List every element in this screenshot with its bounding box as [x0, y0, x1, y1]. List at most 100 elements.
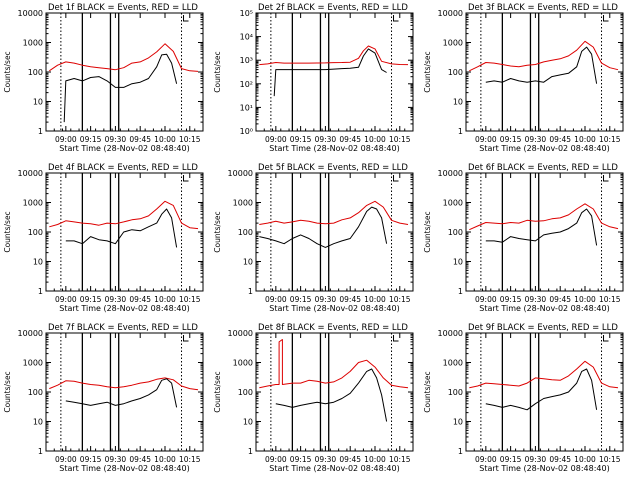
- x-tick-label: 09:00: [55, 135, 77, 144]
- panel-title: Det 6f BLACK = Events, RED = LLD: [468, 163, 618, 173]
- y-axis-label: Counts/sec: [423, 211, 432, 252]
- y-tick-label: 1000: [233, 199, 253, 208]
- lld-series-line: [259, 339, 409, 389]
- y-tick-label: 100: [28, 228, 43, 237]
- y-tick-label: 10000: [18, 169, 43, 178]
- x-tick-label: 09:30: [105, 455, 127, 464]
- y-tick-label: 100: [28, 388, 43, 397]
- x-tick-label: 09:30: [315, 295, 337, 304]
- x-tick-label: 10:15: [599, 295, 621, 304]
- x-tick-label: 10:15: [179, 295, 201, 304]
- panel-title: Det 4f BLACK = Events, RED = LLD: [48, 163, 198, 173]
- x-tick-label: 09:45: [549, 455, 571, 464]
- lld-series-line: [49, 377, 199, 391]
- x-tick-label: 10:00: [574, 295, 596, 304]
- y-tick-label: 10: [243, 418, 253, 427]
- plot-frame: [45, 332, 204, 452]
- x-tick-label: 09:45: [549, 295, 571, 304]
- x-tick-label: 10:00: [364, 455, 386, 464]
- x-tick-label: 09:45: [129, 135, 151, 144]
- y-tick-label: 10⁵: [240, 9, 253, 18]
- x-tick-label: 09:15: [80, 295, 102, 304]
- y-axis-label: Counts/sec: [213, 211, 222, 252]
- events-series-line: [273, 48, 387, 97]
- x-axis-label: Start Time (28-Nov-02 08:48:40): [59, 304, 189, 313]
- y-tick-label: 10000: [438, 329, 463, 338]
- y-tick-label: 100: [238, 228, 253, 237]
- x-tick-label: 09:30: [525, 135, 547, 144]
- y-tick-label: 1: [248, 287, 253, 296]
- x-tick-label: 09:00: [475, 455, 497, 464]
- x-axis-label: Start Time (28-Nov-02 08:48:40): [479, 464, 609, 473]
- y-tick-label: 100: [448, 228, 463, 237]
- y-tick-label: 10²: [240, 80, 253, 89]
- detector-panel: Det 4f BLACK = Events, RED = LLD 1 10 100 10…: [3, 163, 204, 313]
- x-axis-label: Start Time (28-Nov-02 08:48:40): [269, 144, 399, 153]
- detector-panel: Det 3f BLACK = Events, RED = LLD 1 10 100 10…: [423, 3, 624, 153]
- x-tick-label: 10:15: [389, 135, 411, 144]
- y-tick-label: 10: [453, 418, 463, 427]
- x-tick-label: 09:00: [265, 455, 287, 464]
- x-tick-label: 10:00: [364, 135, 386, 144]
- y-tick-label: 10000: [228, 329, 253, 338]
- y-tick-label: 1: [38, 447, 43, 456]
- panel-title: Det 8f BLACK = Events, RED = LLD: [258, 323, 408, 333]
- x-tick-label: 10:00: [154, 455, 176, 464]
- lld-series-line: [49, 200, 199, 230]
- x-tick-label: 09:00: [475, 295, 497, 304]
- x-tick-label: 09:15: [80, 135, 102, 144]
- plot-frame: [255, 172, 414, 292]
- y-tick-label: 10⁴: [240, 33, 253, 42]
- x-tick-label: 09:15: [500, 135, 522, 144]
- detector-panel: Det 6f BLACK = Events, RED = LLD 1 10 100 10…: [423, 163, 624, 313]
- y-tick-label: 10000: [438, 9, 463, 18]
- detector-panel: Det 8f BLACK = Events, RED = LLD 1 10 100 10…: [213, 323, 414, 473]
- panel-title: Det 2f BLACK = Events, RED = LLD: [258, 3, 408, 13]
- x-tick-label: 09:00: [55, 295, 77, 304]
- x-tick-label: 10:15: [179, 135, 201, 144]
- x-tick-label: 10:15: [389, 455, 411, 464]
- corner-bracket: [603, 335, 609, 342]
- x-tick-label: 09:15: [290, 455, 312, 464]
- detector-panel: Det 2f BLACK = Events, RED = LLD 10⁰ 10¹ 10…: [213, 3, 414, 153]
- y-tick-label: 10¹: [240, 103, 253, 112]
- y-tick-label: 10⁰: [240, 127, 253, 136]
- x-tick-label: 10:00: [574, 135, 596, 144]
- y-tick-label: 1000: [23, 359, 43, 368]
- x-tick-label: 10:15: [599, 455, 621, 464]
- events-series-line: [259, 206, 388, 248]
- events-series-line: [485, 368, 598, 411]
- plot-frame: [45, 12, 204, 132]
- y-axis-label: Counts/sec: [213, 371, 222, 412]
- x-tick-label: 09:30: [105, 135, 127, 144]
- x-tick-label: 09:00: [265, 135, 287, 144]
- y-tick-label: 1000: [233, 359, 253, 368]
- y-tick-label: 10: [33, 418, 43, 427]
- x-tick-label: 09:30: [315, 135, 337, 144]
- y-tick-label: 1: [458, 127, 463, 136]
- y-tick-label: 1: [248, 447, 253, 456]
- plot-frame: [255, 12, 414, 132]
- x-tick-label: 10:00: [364, 295, 386, 304]
- corner-bracket: [183, 175, 189, 182]
- x-tick-label: 10:15: [389, 295, 411, 304]
- detector-panel: Det 7f BLACK = Events, RED = LLD 1 10 100 10…: [3, 323, 204, 473]
- detector-panel: Det 1f BLACK = Events, RED = LLD 1 10 100 10…: [3, 3, 204, 153]
- y-tick-label: 1: [38, 127, 43, 136]
- x-tick-label: 10:15: [599, 135, 621, 144]
- panel-title: Det 1f BLACK = Events, RED = LLD: [48, 3, 198, 13]
- panel-title: Det 3f BLACK = Events, RED = LLD: [468, 3, 618, 13]
- y-axis-label: Counts/sec: [213, 51, 222, 92]
- x-tick-label: 09:15: [500, 455, 522, 464]
- x-tick-label: 09:00: [265, 295, 287, 304]
- x-axis-label: Start Time (28-Nov-02 08:48:40): [479, 304, 609, 313]
- x-tick-label: 09:45: [339, 135, 361, 144]
- x-tick-label: 09:45: [339, 455, 361, 464]
- x-tick-label: 09:15: [290, 135, 312, 144]
- events-series-line: [65, 378, 178, 408]
- y-tick-label: 10: [453, 258, 463, 267]
- corner-bracket: [603, 15, 609, 22]
- x-tick-label: 10:00: [154, 295, 176, 304]
- y-tick-label: 100: [448, 68, 463, 77]
